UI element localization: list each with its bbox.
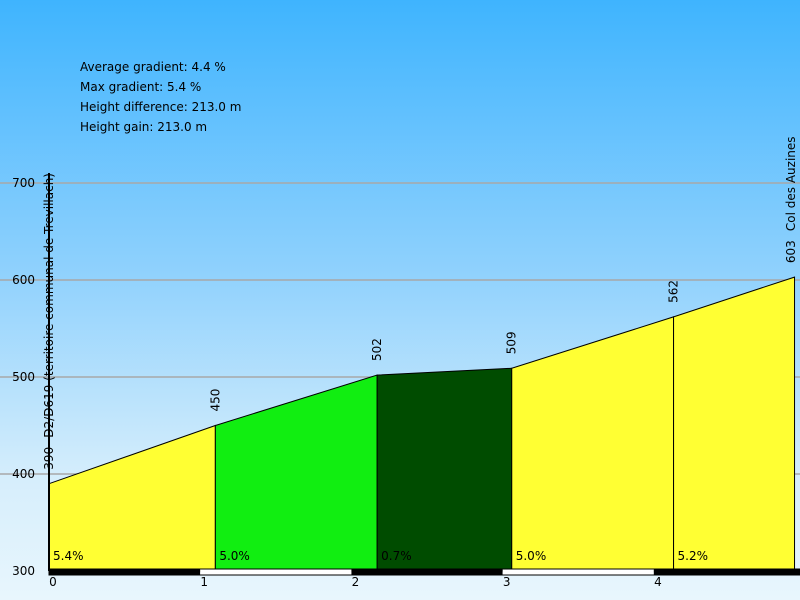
gradient-segment (214, 374, 378, 572)
elevation-label: 509 (505, 331, 519, 354)
gradient-segment (673, 276, 796, 572)
y-tick-label: 400 (12, 467, 35, 481)
elevation-label: 390 (42, 447, 56, 470)
gradient-segment (376, 367, 513, 572)
gradient-segment (511, 316, 675, 572)
elevation-label: 502 (370, 338, 384, 361)
x-tick-label: 1 (200, 575, 208, 589)
segment-gradient-label: 0.7% (381, 549, 412, 563)
average-gradient: Average gradient: 4.4 % (80, 60, 226, 74)
max-gradient: Max gradient: 5.4 % (80, 80, 202, 94)
elevation-label: 603 (784, 240, 798, 263)
elevation-label: 562 (667, 280, 681, 303)
y-tick-label: 300 (12, 564, 35, 578)
stats-panel: Average gradient: 4.4 % Max gradient: 5.… (80, 57, 241, 137)
x-axis-band (653, 569, 800, 575)
x-tick-label: 2 (352, 575, 360, 589)
location-name-label: D2/D619 (territoire communal de Trevilla… (42, 173, 56, 438)
x-tick-label: 3 (503, 575, 511, 589)
y-tick-label: 700 (12, 176, 35, 190)
x-tick-label: 0 (49, 575, 57, 589)
segment-gradient-label: 5.0% (219, 549, 250, 563)
x-axis-band (351, 569, 503, 575)
x-axis-bar (48, 568, 800, 576)
x-tick-label: 4 (654, 575, 662, 589)
x-axis-band (200, 569, 352, 575)
x-axis-band (502, 569, 654, 575)
height-gain: Height gain: 213.0 m (80, 120, 208, 134)
location-name-label: Col des Auzines (784, 136, 798, 231)
segment-gradient-label: 5.2% (678, 549, 709, 563)
y-tick-label: 500 (12, 370, 35, 384)
x-axis-band (49, 569, 201, 575)
elevation-label: 450 (208, 389, 222, 412)
segment-gradient-label: 5.4% (53, 549, 84, 563)
segment-gradient-label: 5.0% (516, 549, 547, 563)
height-difference: Height difference: 213.0 m (80, 100, 242, 114)
y-tick-label: 600 (12, 273, 35, 287)
